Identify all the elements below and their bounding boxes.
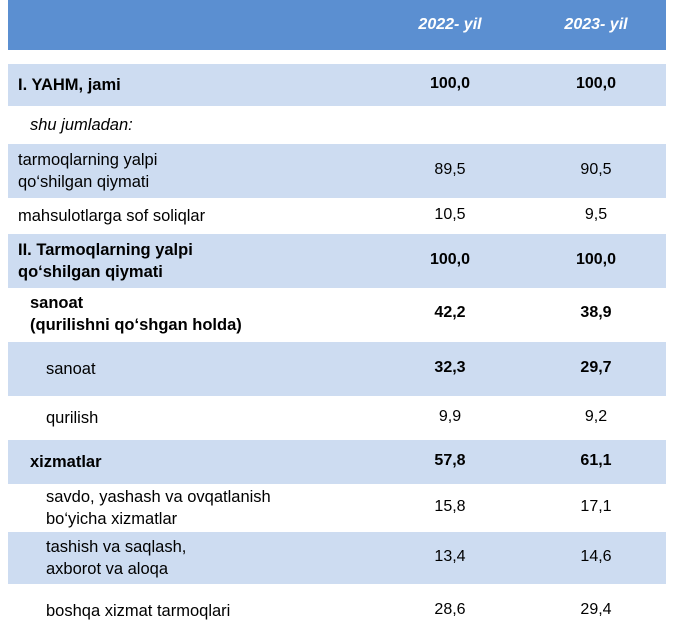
row-label-line: sanoat — [30, 294, 84, 312]
table-row: I. YAHM, jami 100,0 100,0 — [8, 64, 666, 106]
table-row: mahsulotlarga sof soliqlar 10,5 9,5 — [8, 200, 666, 232]
row-label-line: qo‘shilgan qiymati — [18, 263, 163, 281]
value-2023: 9,2 — [584, 408, 608, 425]
value-2022: 9,9 — [438, 408, 462, 425]
row-label-line: tashish va saqlash, — [46, 538, 187, 556]
value-2023: 17,1 — [580, 498, 612, 515]
row-label-line: bo‘yicha xizmatlar — [46, 510, 178, 528]
table-row: boshqa xizmat tarmoqlari 28,6 29,4 — [8, 590, 666, 632]
value-2022: 100,0 — [429, 251, 471, 268]
row-label: tarmoqlarning yalpi qo‘shilgan qiymati — [8, 149, 666, 193]
row-label-line: (qurilishni qo‘shgan holda) — [30, 316, 242, 334]
row-label: I. YAHM, jami — [18, 76, 121, 94]
table-row: shu jumladan: — [8, 108, 666, 142]
value-2023: 61,1 — [580, 452, 612, 469]
value-2022: 15,8 — [434, 498, 466, 515]
value-2023: 100,0 — [575, 251, 617, 268]
table-row: tarmoqlarning yalpi qo‘shilgan qiymati 8… — [8, 144, 666, 198]
value-2023: 14,6 — [580, 548, 612, 565]
value-2023: 100,0 — [575, 75, 617, 92]
value-2022: 89,5 — [434, 161, 466, 178]
value-2023: 29,4 — [580, 601, 612, 618]
row-label: savdo, yashash va ovqatlanish bo‘yicha x… — [8, 486, 666, 530]
table-row: tashish va saqlash, axborot va aloqa 13,… — [8, 532, 666, 584]
table-row: xizmatlar 57,8 61,1 — [8, 440, 666, 484]
header-2023: 2023- yil — [564, 16, 628, 33]
row-label: II. Tarmoqlarning yalpi qo‘shilgan qiyma… — [8, 239, 666, 283]
row-label: sanoat — [46, 360, 96, 378]
table-row: II. Tarmoqlarning yalpi qo‘shilgan qiyma… — [8, 234, 666, 288]
row-label: sanoat (qurilishni qo‘shgan holda) — [8, 292, 666, 336]
value-2022: 100,0 — [429, 75, 471, 92]
value-2022: 10,5 — [434, 206, 466, 223]
row-label: xizmatlar — [30, 453, 102, 471]
value-2022: 28,6 — [434, 601, 466, 618]
row-label-line: qo‘shilgan qiymati — [18, 173, 150, 191]
value-2023: 9,5 — [584, 206, 608, 223]
row-label: mahsulotlarga sof soliqlar — [18, 207, 206, 225]
value-2023: 29,7 — [580, 359, 612, 376]
row-label-line: axborot va aloqa — [46, 560, 169, 578]
row-label: boshqa xizmat tarmoqlari — [46, 602, 231, 620]
row-label-line: savdo, yashash va ovqatlanish — [46, 488, 271, 506]
row-label: tashish va saqlash, axborot va aloqa — [8, 536, 666, 580]
row-label: qurilish — [46, 409, 99, 427]
table-row: qurilish 9,9 9,2 — [8, 398, 666, 438]
table-header: 2022- yil 2023- yil — [8, 0, 666, 50]
value-2023: 38,9 — [580, 304, 612, 321]
value-2022: 42,2 — [434, 304, 466, 321]
table-row: sanoat (qurilishni qo‘shgan holda) 42,2 … — [8, 288, 666, 340]
table-row: sanoat 32,3 29,7 — [8, 342, 666, 396]
row-label-line: tarmoqlarning yalpi — [18, 151, 158, 169]
value-2022: 32,3 — [434, 359, 466, 376]
row-label-line: II. Tarmoqlarning yalpi — [18, 241, 193, 259]
value-2022: 13,4 — [434, 548, 466, 565]
row-label: shu jumladan: — [30, 116, 133, 134]
value-2023: 90,5 — [580, 161, 612, 178]
value-2022: 57,8 — [434, 452, 466, 469]
table-row: savdo, yashash va ovqatlanish bo‘yicha x… — [8, 484, 666, 532]
header-2022: 2022- yil — [418, 16, 482, 33]
